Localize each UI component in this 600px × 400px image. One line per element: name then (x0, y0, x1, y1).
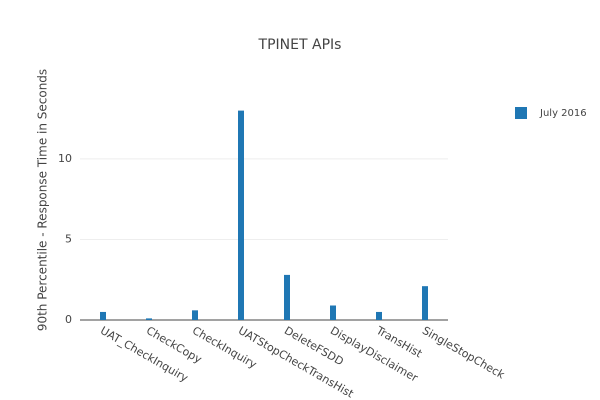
bar (422, 286, 428, 320)
bar (146, 318, 152, 320)
y-tick-label: 0 (65, 313, 72, 326)
bar (192, 310, 198, 320)
bar (284, 274, 290, 320)
bar (238, 110, 244, 320)
y-tick-label: 5 (65, 232, 72, 245)
bar (330, 305, 336, 320)
y-tick-label: 10 (58, 152, 72, 165)
x-tick-label: SingleStopCheck (420, 324, 507, 382)
legend-swatch (515, 107, 527, 119)
y-axis-title: 90th Percentile - Response Time in Secon… (36, 69, 50, 331)
bar (376, 311, 382, 320)
bar (100, 311, 106, 320)
chart-title: TPINET APIs (258, 37, 342, 53)
legend-label: July 2016 (539, 108, 587, 119)
